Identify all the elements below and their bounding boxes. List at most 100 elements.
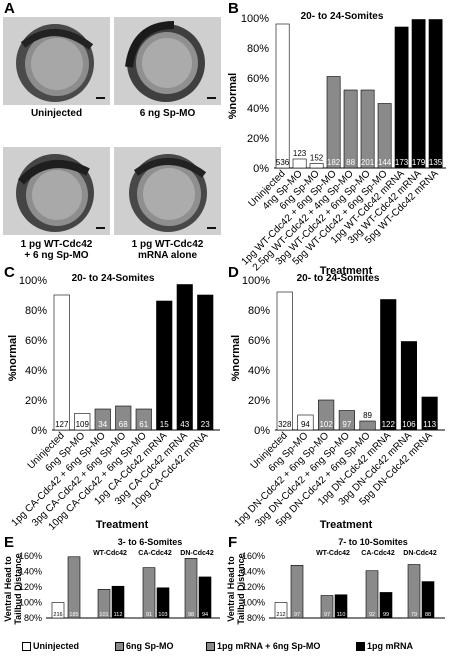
bar [421,396,438,431]
bar-count-label: 94 [301,420,310,429]
bar-count-label: 61 [139,420,148,429]
bar [379,592,393,619]
group-label: CA-Cdc42 [361,550,395,557]
bar [156,300,173,431]
bar [421,581,435,619]
chart-title: 20- to 24-Somites [297,273,380,284]
y-tick-label: 80% [25,305,47,317]
bar [135,408,152,431]
y-tick-label: 100% [242,598,265,608]
y-axis-label: Ventral Head to [226,556,236,622]
bar-count-label: 23 [201,420,210,429]
bar-count-label: 123 [293,149,307,158]
bar [292,158,307,169]
bar [67,556,81,619]
bar [197,294,214,431]
legend-swatch-uninjected [22,642,31,652]
legend-label: 6ng Sp-MO [126,641,174,651]
panel-label-c: C [4,264,15,281]
panel-label-d: D [228,264,239,281]
bar [334,594,348,619]
embryo-photo-uninjected [3,17,110,105]
bar [290,564,304,619]
bar [51,602,65,619]
group-label: DN-Cdc42 [180,550,214,557]
y-tick-label: 40% [247,103,269,115]
bar [338,410,355,431]
bar [275,23,290,169]
embryo-image [3,17,110,105]
legend-label: 1pg mRNA [367,641,414,651]
bar [394,26,409,169]
bar [115,405,132,431]
bar [326,76,341,169]
bar [198,576,212,619]
chart-b: 20- to 24-Somites 0% 20% 40% 60% 80% 100% %norm… [227,11,446,277]
y-tick-label: 140% [19,567,42,577]
legend-item: Uninjected [22,641,79,652]
bar [184,558,198,619]
scale-bar [96,97,105,99]
x-axis-label: Treatment [320,519,373,530]
bar-count-label: 97 [342,420,351,429]
legend-swatch-rescue [206,642,215,652]
bar-count-label: 179 [412,158,426,167]
photo-caption: 6 ng Sp-MO [139,108,196,119]
bar-count-label: 91 [146,612,152,618]
scale-bar [96,227,105,229]
bar-count-label: 110 [337,612,346,618]
panel-label-e: E [4,534,15,551]
bar-count-label: 101 [99,612,108,618]
bar-count-label: 144 [378,158,392,167]
chart-title: 3- to 6-Somites [118,537,183,547]
bar [359,420,376,431]
y-axis-label: %normal [230,335,242,381]
y-tick-label: 140% [242,567,265,577]
bar-count-label: 113 [423,420,436,429]
bar-count-label: 88 [425,612,431,618]
bar-count-label: 135 [429,158,443,167]
y-axis-label: Tailbud Distance [13,553,23,624]
bar-count-label: 98 [188,612,194,618]
y-tick-label: 0% [254,425,270,437]
bar [309,163,324,169]
photo-caption: 1 pg WT-Cdc42 mRNA alone [131,239,204,261]
panel-label-f: F [228,534,238,551]
y-tick-label: 160% [242,551,265,561]
y-tick-label: 20% [248,395,270,407]
y-tick-label: 40% [25,365,47,377]
photo-caption: 1 pg WT-Cdc42 + 6 ng Sp-MO [20,239,93,261]
y-tick-label: 100% [242,275,270,287]
chart-e: 3- to 6-Somites 80% 100% 120% 140% 160% Ventra… [3,537,220,625]
y-tick-label: 0% [253,163,269,175]
photo-caption: Uninjected [30,108,83,119]
bar [318,399,335,431]
x-axis-label: Treatment [320,265,373,277]
legend: Uninjected 6ng Sp-MO 1pg mRNA + 6ng Sp-M… [0,640,450,654]
bar-count-label: 185 [69,612,78,618]
y-tick-label: 0% [31,425,47,437]
bar [94,408,111,431]
bar-count-label: 201 [361,158,375,167]
y-tick-label: 80% [248,305,270,317]
bar-count-label: 88 [346,158,355,167]
bar [74,413,91,431]
embryo-image [3,147,110,235]
y-tick-label: 160% [19,551,42,561]
y-tick-label: 80% [24,613,42,623]
x-axis-label: Treatment [96,519,149,530]
y-tick-label: 60% [247,73,269,85]
bar [407,564,421,619]
y-tick-label: 20% [247,133,269,145]
bar-count-label: 97 [324,612,330,618]
bar [377,103,392,169]
bar-count-label: 182 [327,158,341,167]
legend-item: 1pg mRNA + 6ng Sp-MO [206,641,320,652]
chart-title: 7- to 10-Somites [338,537,408,547]
bar [411,19,426,169]
y-tick-label: 80% [247,43,269,55]
bar-count-label: 94 [202,612,208,618]
y-axis-label: Tailbud Distance [236,553,246,624]
bar-count-label: 99 [383,612,389,618]
group-label: WT-Cdc42 [93,550,127,557]
